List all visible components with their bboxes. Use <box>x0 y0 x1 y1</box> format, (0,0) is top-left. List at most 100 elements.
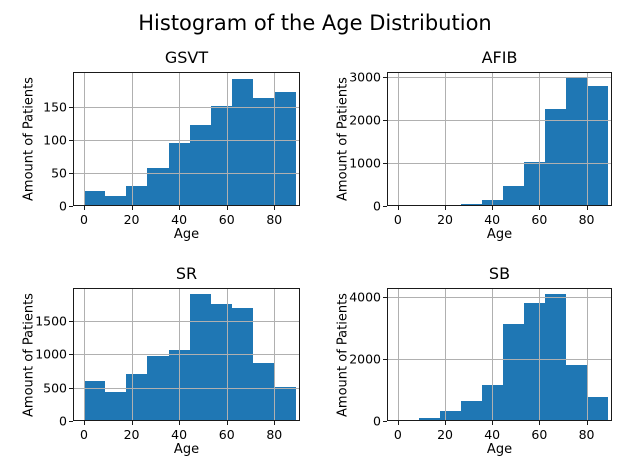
y-tick-label: 0 <box>373 413 381 429</box>
y-tick-label: 2000 <box>349 112 381 128</box>
y-tick-mark <box>383 76 387 78</box>
y-tick-mark <box>69 206 73 207</box>
plot-area <box>387 288 612 421</box>
x-tick-label: 40 <box>484 427 501 442</box>
gridline-horizontal <box>73 139 300 141</box>
gridline-vertical <box>539 72 541 206</box>
x-axis-label: Age <box>486 442 513 457</box>
histogram-bar <box>83 381 106 421</box>
x-tick-label: 20 <box>437 427 453 442</box>
x-axis-label: Age <box>173 442 200 457</box>
histogram-bar <box>83 191 106 206</box>
y-tick-mark <box>69 354 73 356</box>
x-tick-mark <box>226 206 228 210</box>
histogram-bar <box>460 401 482 421</box>
histogram-bar <box>544 108 566 206</box>
gridline-vertical <box>586 72 588 206</box>
x-tick-mark <box>445 421 447 425</box>
x-tick-mark <box>274 206 276 210</box>
y-tick-mark <box>69 387 73 389</box>
histogram-bar <box>439 411 461 421</box>
histogram-bar <box>147 167 169 206</box>
x-tick-label: 80 <box>266 212 283 227</box>
y-tick-mark <box>383 119 387 121</box>
histogram-bar <box>502 185 524 206</box>
y-tick-label: 1500 <box>35 313 67 329</box>
gridline-vertical <box>131 72 133 206</box>
y-tick-mark <box>69 106 73 108</box>
x-tick-mark <box>83 421 85 425</box>
y-tick-label: 50 <box>51 165 67 181</box>
gridline-vertical <box>445 288 447 421</box>
gridline-horizontal <box>387 119 612 121</box>
y-tick-mark <box>383 297 387 299</box>
x-tick-mark <box>492 206 494 210</box>
x-tick-label: 0 <box>393 427 402 442</box>
y-tick-label: 500 <box>43 380 67 396</box>
subplot-afib: AFIB Amount of Patients Age 0 20 40 60 80 0 10… <box>336 48 612 242</box>
y-axis-label: Amount of Patients <box>21 77 37 201</box>
x-tick-mark <box>397 206 399 210</box>
gridline-horizontal <box>73 354 300 356</box>
x-tick-mark <box>274 421 276 425</box>
y-tick-mark <box>69 139 73 141</box>
gridline-vertical <box>539 288 541 421</box>
gridline-horizontal <box>387 297 612 299</box>
x-tick-mark <box>397 421 399 425</box>
x-tick-label: 0 <box>393 212 402 227</box>
gridline-vertical <box>492 288 494 421</box>
x-tick-label: 60 <box>218 212 235 227</box>
y-tick-mark <box>69 172 73 174</box>
subplot-sr: SR Amount of Patients Age 0 20 40 60 80 0 500 1… <box>22 264 300 457</box>
gridline-horizontal <box>73 172 300 174</box>
subplot-sb: SB Amount of Patients Age 0 20 40 60 80 0 2000… <box>336 264 612 457</box>
histogram-bar <box>418 418 440 421</box>
histogram-bar <box>105 196 127 206</box>
gridline-horizontal <box>387 76 612 78</box>
x-tick-mark <box>131 206 133 210</box>
x-tick-label: 20 <box>123 212 140 227</box>
histogram-bar <box>523 161 545 206</box>
histogram-bar <box>460 203 482 206</box>
histogram-bar <box>439 204 461 206</box>
histogram-bar <box>523 302 545 421</box>
x-tick-mark <box>179 206 181 210</box>
histogram-bar <box>586 397 608 421</box>
histogram-bar <box>274 91 296 206</box>
x-tick-label: 60 <box>531 212 548 227</box>
x-tick-label: 40 <box>171 427 188 442</box>
y-tick-mark <box>383 421 387 422</box>
histogram-bar <box>274 387 296 421</box>
x-tick-mark <box>131 421 133 425</box>
histogram-bar <box>126 185 148 206</box>
gridline-horizontal <box>387 359 612 361</box>
gridline-vertical <box>179 72 181 206</box>
y-tick-mark <box>383 206 387 207</box>
y-tick-mark <box>383 162 387 164</box>
x-tick-label: 80 <box>578 212 595 227</box>
x-tick-mark <box>539 421 541 425</box>
x-tick-label: 80 <box>578 427 595 442</box>
x-tick-label: 20 <box>123 427 140 442</box>
gridline-vertical <box>83 72 85 206</box>
histogram-bar <box>586 85 608 206</box>
subplot-title: GSVT <box>164 48 209 67</box>
x-tick-mark <box>492 421 494 425</box>
histogram-bar <box>253 97 275 206</box>
subplot-title: SB <box>488 264 511 283</box>
y-axis-label: Amount of Patients <box>335 77 351 201</box>
plot-area <box>73 288 300 421</box>
y-tick-mark <box>69 421 73 422</box>
y-tick-label: 100 <box>43 132 67 148</box>
x-tick-label: 60 <box>218 427 235 442</box>
x-tick-label: 80 <box>266 427 283 442</box>
gridline-horizontal <box>73 106 300 108</box>
gridline-vertical <box>274 72 276 206</box>
plot-area <box>387 72 612 206</box>
x-axis-label: Age <box>486 227 513 242</box>
y-tick-label: 1000 <box>35 346 67 362</box>
x-tick-mark <box>539 206 541 210</box>
x-tick-label: 0 <box>79 427 88 442</box>
histogram-bar <box>565 365 587 421</box>
